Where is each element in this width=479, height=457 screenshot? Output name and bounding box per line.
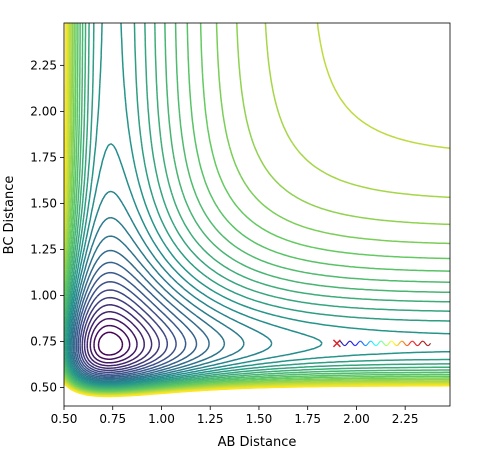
contour-level-23 xyxy=(64,23,450,393)
contour-level-18 xyxy=(64,23,450,389)
contour-level-3 xyxy=(86,311,145,367)
y-tick-label: 1.25 xyxy=(30,242,57,256)
x-axis-ticks: 0.50 0.75 1.00 1.25 1.50 1.75 2.00 2.25 xyxy=(51,406,419,426)
plot-frame xyxy=(63,22,451,407)
contour-level-22 xyxy=(64,23,450,393)
contour-level-9 xyxy=(74,261,198,379)
contour-level-26 xyxy=(64,23,450,396)
contour-level-7 xyxy=(77,280,177,375)
x-axis-label: AB Distance xyxy=(218,435,297,450)
contour-level-13 xyxy=(68,190,273,384)
contour-level-24 xyxy=(64,23,450,394)
x-tick-label: 0.75 xyxy=(99,412,126,426)
contour-level-17 xyxy=(64,23,450,388)
y-tick-label: 0.75 xyxy=(30,335,57,349)
y-tick-label: 1.75 xyxy=(30,150,57,164)
contour-level-12 xyxy=(69,216,245,383)
contour-level-1 xyxy=(93,324,131,361)
contour-level-5 xyxy=(81,296,160,372)
contour-level-15 xyxy=(66,23,450,386)
contour-lines xyxy=(64,23,450,398)
x-tick-label: 1.50 xyxy=(246,412,273,426)
contour-level-8 xyxy=(75,271,187,377)
trajectory-start-marker xyxy=(332,339,341,348)
contour-level-10 xyxy=(72,249,210,380)
y-tick-label: 1.00 xyxy=(30,289,57,303)
x-tick-label: 1.00 xyxy=(148,412,175,426)
y-tick-label: 1.50 xyxy=(30,196,57,210)
contour-level-20 xyxy=(64,23,450,391)
contour-level-14 xyxy=(67,143,323,385)
x-tick-label: 1.25 xyxy=(197,412,224,426)
y-tick-label: 2.25 xyxy=(30,58,57,72)
contour-level-21 xyxy=(64,23,450,392)
contour-level-6 xyxy=(79,289,169,374)
contour-level-29 xyxy=(64,23,450,398)
x-tick-label: 2.00 xyxy=(343,412,370,426)
contour-level-2 xyxy=(89,317,138,364)
x-tick-label: 1.75 xyxy=(294,412,321,426)
y-axis-ticks: 0.50 0.75 1.00 1.25 1.50 1.75 2.00 2.25 xyxy=(30,58,64,395)
trajectory xyxy=(332,339,431,348)
x-tick-label: 2.25 xyxy=(392,412,419,426)
y-tick-label: 0.50 xyxy=(30,381,57,395)
contour-level-4 xyxy=(83,304,153,369)
y-tick-label: 2.00 xyxy=(30,104,57,118)
contour-level-11 xyxy=(71,235,226,381)
contour-level-16 xyxy=(65,23,450,387)
x-tick-label: 0.50 xyxy=(51,412,78,426)
contour-level-0 xyxy=(97,331,124,356)
y-axis-label: BC Distance xyxy=(2,176,17,255)
